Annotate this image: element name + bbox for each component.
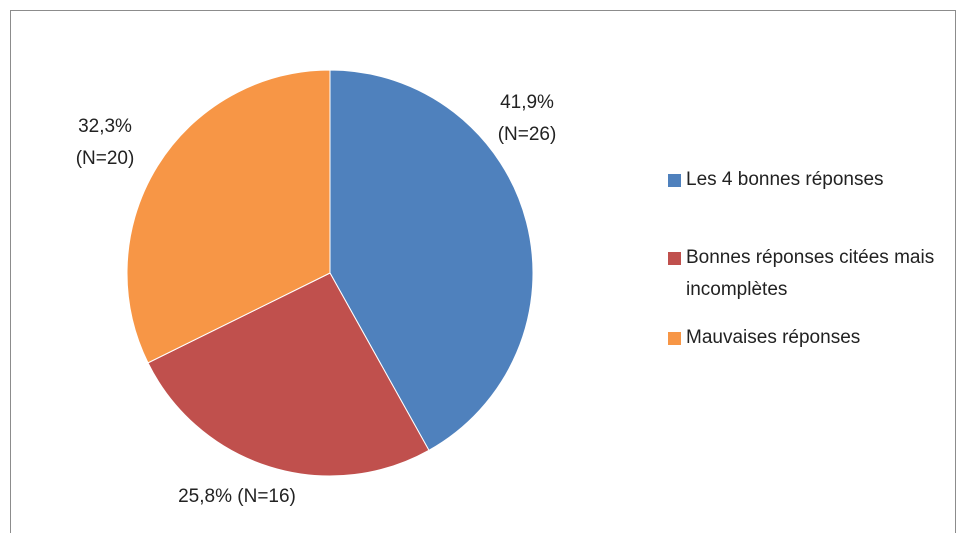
- pie-slice: [329, 69, 534, 451]
- data-label: 32,3% (N=20): [75, 116, 135, 169]
- legend-swatch: [668, 252, 681, 265]
- legend-label: Mauvaises réponses: [686, 327, 861, 348]
- legend-swatch: [668, 174, 681, 187]
- legend-label: Bonnes réponses citées mais incomplètes: [686, 247, 935, 300]
- legend-label: Les 4 bonnes réponses: [686, 169, 884, 190]
- data-label: 25,8% (N=16): [178, 486, 296, 507]
- chart-frame: [10, 10, 956, 533]
- pie-slice: [147, 272, 430, 477]
- data-label: 41,9% (N=26): [497, 92, 557, 145]
- legend-swatch: [668, 332, 681, 345]
- pie-slice: [126, 69, 331, 364]
